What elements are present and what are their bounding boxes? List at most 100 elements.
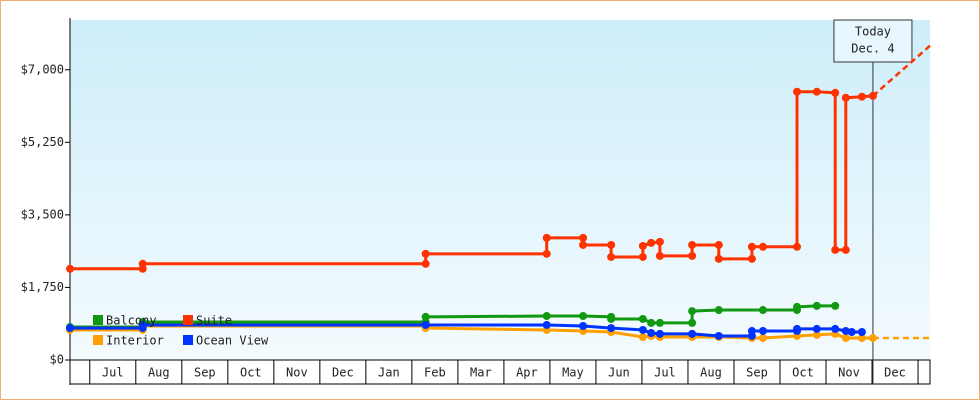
today-label: Dec. 4 [851, 42, 894, 56]
point [812, 330, 821, 339]
point [688, 307, 697, 316]
point [831, 88, 840, 97]
point [638, 325, 647, 334]
x-tick-label: Apr [516, 366, 538, 380]
point [607, 314, 616, 323]
point [847, 328, 856, 337]
point [868, 91, 877, 100]
legend-swatch [183, 315, 193, 325]
x-tick-label: Feb [424, 366, 446, 380]
legend-label: Ocean View [196, 334, 269, 348]
point [542, 233, 551, 242]
x-tick-label: Dec [884, 366, 906, 380]
point [421, 320, 430, 329]
point [655, 318, 664, 327]
point [831, 245, 840, 254]
point [714, 331, 723, 340]
x-tick-label: Sep [746, 366, 768, 380]
plot-area [70, 20, 930, 360]
point [647, 329, 656, 338]
point [747, 242, 756, 251]
point [857, 334, 866, 343]
y-tick-label: $1,750 [21, 280, 64, 294]
point [607, 324, 616, 333]
point [793, 302, 802, 311]
point [138, 259, 147, 268]
point [812, 324, 821, 333]
point [579, 312, 588, 321]
point [857, 328, 866, 337]
point [747, 254, 756, 263]
point [688, 240, 697, 249]
point [841, 93, 850, 102]
today-label: Today [855, 25, 891, 39]
x-tick-label: Nov [286, 366, 308, 380]
today-box [833, 19, 913, 63]
point [421, 312, 430, 321]
point [868, 334, 877, 343]
point [831, 324, 840, 333]
point [714, 240, 723, 249]
point [638, 332, 647, 341]
point [841, 326, 850, 335]
x-tick-label: Aug [148, 366, 170, 380]
point [542, 320, 551, 329]
point [831, 301, 840, 310]
point [688, 329, 697, 338]
x-axis-band [69, 359, 931, 385]
point [655, 251, 664, 260]
point [66, 264, 74, 273]
point [579, 240, 588, 249]
point [793, 87, 802, 96]
point [638, 252, 647, 261]
x-tick-label: Jun [608, 366, 630, 380]
point [421, 249, 430, 258]
x-tick-label: Nov [838, 366, 860, 380]
y-tick-label: $7,000 [21, 62, 64, 76]
y-tick-label: $3,500 [21, 207, 64, 221]
point [421, 259, 430, 268]
x-tick-label: May [562, 366, 584, 380]
point [714, 254, 723, 263]
point [647, 238, 656, 247]
point [758, 242, 767, 251]
point [638, 241, 647, 250]
x-tick-label: Sep [194, 366, 216, 380]
point [857, 92, 866, 101]
point [66, 324, 74, 333]
point [607, 252, 616, 261]
x-tick-label: Jul [654, 366, 676, 380]
forecast-line [872, 44, 931, 97]
point [542, 249, 551, 258]
point [607, 240, 616, 249]
point [793, 324, 802, 333]
point [758, 306, 767, 315]
x-tick-label: Oct [792, 366, 814, 380]
point [812, 87, 821, 96]
point [138, 320, 147, 329]
legend-swatch [183, 335, 193, 345]
x-tick-label: Aug [700, 366, 722, 380]
point [793, 242, 802, 251]
legend-label: Interior [106, 334, 164, 348]
point [655, 329, 664, 338]
point [579, 233, 588, 242]
point [841, 245, 850, 254]
x-tick-label: Mar [470, 366, 492, 380]
point [655, 237, 664, 246]
point [714, 306, 723, 315]
point [688, 251, 697, 260]
point [647, 318, 656, 327]
point [638, 314, 647, 323]
point [579, 322, 588, 330]
point [758, 326, 767, 335]
series-line [70, 323, 862, 338]
x-tick-label: Jul [102, 366, 124, 380]
point [758, 334, 767, 343]
x-tick-label: Jan [378, 366, 400, 380]
x-tick-label: Oct [240, 366, 262, 380]
legend-label: Suite [196, 314, 232, 328]
y-tick-label: $0 [50, 353, 64, 367]
x-tick-label: Dec [332, 366, 354, 380]
